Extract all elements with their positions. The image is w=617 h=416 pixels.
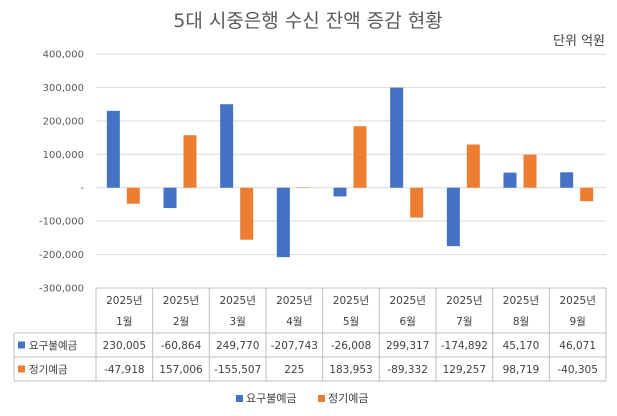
y-tick-label: 300,000 — [43, 83, 84, 94]
category-label-year: 2025년 — [106, 295, 142, 307]
category-label-year: 2025년 — [503, 295, 539, 307]
data-label: 299,317 — [386, 340, 429, 352]
bar-정기예금-1 — [126, 187, 140, 204]
bar-정기예금-2 — [183, 135, 197, 188]
chart-title: 5대 시중은행 수신 잔액 증감 현황 — [173, 10, 443, 32]
bar-요구불예금-9 — [560, 172, 574, 188]
y-tick-label: - — [80, 183, 84, 194]
data-label: -174,892 — [441, 340, 488, 352]
series-name: 요구불예금 — [29, 339, 78, 352]
category-label-month: 7월 — [456, 316, 472, 328]
category-label-month: 4월 — [286, 316, 302, 328]
category-label-year: 2025년 — [446, 295, 482, 307]
data-label: -47,918 — [104, 364, 145, 376]
category-label-month: 8월 — [513, 316, 529, 328]
series-key-정기예금 — [18, 365, 25, 373]
legend: 요구불예금 정기예금 — [236, 392, 368, 405]
data-label: -60,864 — [161, 340, 202, 352]
bar-요구불예금-6 — [390, 87, 404, 188]
bar-정기예금-6 — [410, 187, 424, 218]
legend-label: 정기예금 — [328, 392, 368, 405]
data-label: -89,332 — [387, 364, 428, 376]
y-tick-label: -300,000 — [39, 284, 84, 295]
bar-요구불예금-2 — [163, 187, 177, 209]
bar-정기예금-9 — [580, 187, 594, 202]
data-label: 249,770 — [216, 340, 259, 352]
y-tick-label: -100,000 — [39, 217, 84, 228]
series-key-요구불예금 — [18, 341, 25, 349]
bar-정기예금-3 — [240, 187, 254, 240]
legend-swatch-요구불예금 — [236, 395, 243, 402]
y-tick-label: -200,000 — [39, 250, 84, 261]
category-label-month: 9월 — [569, 316, 585, 328]
bar-정기예금-7 — [466, 144, 480, 188]
category-label-month: 3월 — [229, 316, 245, 328]
category-label-month: 5월 — [343, 316, 359, 328]
legend-label: 요구불예금 — [246, 392, 297, 405]
bar-요구불예금-4 — [276, 187, 290, 258]
bar-정기예금-8 — [523, 154, 537, 188]
data-label: 157,006 — [159, 364, 203, 376]
data-label: 230,005 — [103, 340, 146, 352]
category-label-year: 2025년 — [559, 295, 595, 307]
category-label-year: 2025년 — [276, 295, 312, 307]
category-label-year: 2025년 — [389, 295, 425, 307]
unit-label: 단위 억원 — [553, 34, 605, 49]
data-table: 2025년 1월 2025년 2월 2025년 3월 2025년 4월 2025년 5월 2025년… — [13, 287, 607, 382]
y-axis-ticks: 400,000 300,000 200,000 100,000 - -100,000 -20… — [39, 50, 84, 295]
y-tick-label: 100,000 — [43, 150, 84, 161]
bars — [106, 87, 594, 258]
data-label: 98,719 — [503, 364, 540, 376]
category-label-month: 1월 — [116, 316, 132, 328]
y-tick-label: 400,000 — [43, 50, 84, 61]
data-label: -40,305 — [557, 364, 598, 376]
data-label: 183,953 — [329, 364, 372, 376]
category-label-month: 6월 — [399, 316, 415, 328]
data-label: -155,507 — [214, 364, 261, 376]
y-tick-label: 200,000 — [43, 116, 84, 127]
data-label: -207,743 — [271, 340, 318, 352]
series-name: 정기예금 — [29, 363, 68, 376]
category-label-year: 2025년 — [219, 295, 255, 307]
bar-요구불예금-3 — [220, 104, 234, 188]
category-label-year: 2025년 — [163, 295, 199, 307]
gridlines — [96, 53, 606, 289]
bar-요구불예금-1 — [106, 110, 120, 188]
legend-swatch-정기예금 — [318, 395, 325, 402]
data-label: 129,257 — [443, 364, 486, 376]
data-label: 225 — [284, 364, 304, 376]
bar-요구불예금-7 — [446, 187, 460, 247]
category-label-year: 2025년 — [333, 295, 369, 307]
category-label-month: 2월 — [173, 316, 189, 328]
bar-요구불예금-5 — [333, 187, 347, 197]
data-label: 45,170 — [503, 340, 540, 352]
data-label: 46,071 — [559, 340, 596, 352]
data-label: -26,008 — [331, 340, 372, 352]
bar-정기예금-5 — [353, 126, 367, 188]
bar-요구불예금-8 — [503, 172, 517, 188]
